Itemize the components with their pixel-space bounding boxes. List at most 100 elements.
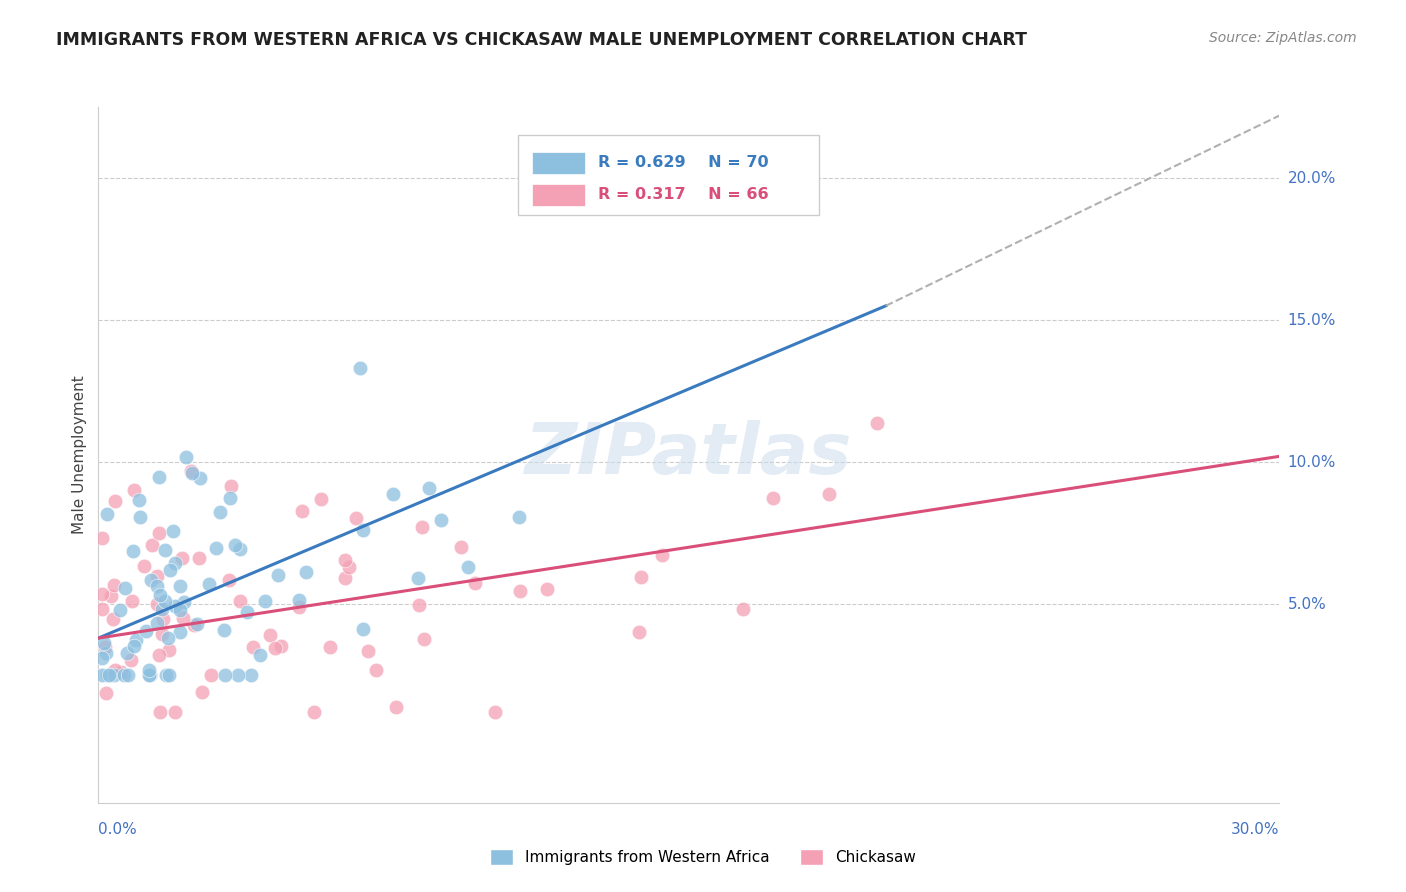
Point: [162, 524, 184, 538]
Point: [157, 642, 180, 657]
Point: [270, 640, 292, 654]
Point: [141, 538, 163, 552]
Point: [408, 599, 430, 613]
Point: [157, 668, 180, 682]
Point: [357, 644, 380, 658]
Point: [198, 577, 221, 591]
Point: [484, 705, 506, 719]
Point: [259, 628, 281, 642]
Point: [333, 571, 356, 585]
Point: [181, 466, 204, 480]
Point: [146, 615, 169, 630]
Point: [509, 583, 531, 598]
Point: [430, 512, 453, 526]
Point: [630, 570, 652, 584]
Point: [149, 705, 172, 719]
Point: [214, 668, 236, 682]
Point: [150, 627, 173, 641]
Point: [229, 542, 252, 557]
Point: [364, 663, 387, 677]
Point: [651, 549, 673, 563]
Point: [129, 509, 152, 524]
Point: [169, 603, 191, 617]
Point: [866, 416, 889, 430]
Point: [188, 471, 211, 485]
Point: [138, 663, 160, 677]
Point: [91, 587, 114, 601]
FancyBboxPatch shape: [517, 135, 818, 215]
Point: [406, 571, 429, 585]
Point: [349, 361, 371, 376]
Point: [170, 550, 193, 565]
Point: [104, 663, 127, 677]
Point: [228, 668, 250, 682]
Text: 15.0%: 15.0%: [1288, 312, 1336, 327]
Point: [508, 509, 530, 524]
Text: 20.0%: 20.0%: [1288, 170, 1336, 186]
Point: [121, 593, 143, 607]
Point: [411, 520, 433, 534]
Text: 0.0%: 0.0%: [98, 822, 138, 837]
Point: [209, 505, 232, 519]
Text: Source: ZipAtlas.com: Source: ZipAtlas.com: [1209, 31, 1357, 45]
Point: [337, 560, 360, 574]
Point: [110, 665, 132, 680]
Point: [96, 508, 118, 522]
Point: [146, 568, 169, 582]
Text: ZIPatlas: ZIPatlas: [526, 420, 852, 490]
Point: [418, 481, 440, 495]
Point: [139, 668, 162, 682]
Point: [134, 558, 156, 573]
Point: [114, 581, 136, 595]
Text: 30.0%: 30.0%: [1232, 822, 1279, 837]
Point: [536, 582, 558, 596]
Point: [93, 635, 115, 649]
Point: [163, 556, 186, 570]
Point: [150, 602, 173, 616]
Point: [190, 685, 212, 699]
Point: [165, 705, 187, 719]
Point: [146, 597, 169, 611]
Point: [169, 579, 191, 593]
Bar: [531, 184, 585, 206]
Point: [384, 700, 406, 714]
Point: [91, 531, 114, 545]
Point: [94, 647, 117, 661]
Point: [117, 647, 139, 661]
Point: [94, 640, 117, 655]
Point: [218, 573, 240, 587]
Point: [110, 603, 132, 617]
Point: [254, 593, 277, 607]
Point: [148, 525, 170, 540]
Point: [149, 588, 172, 602]
Point: [153, 594, 176, 608]
Point: [352, 523, 374, 537]
Point: [169, 625, 191, 640]
Point: [229, 594, 252, 608]
Point: [122, 640, 145, 654]
Point: [155, 668, 177, 682]
Point: [219, 479, 242, 493]
Point: [628, 625, 651, 640]
Point: [141, 573, 163, 587]
Point: [156, 632, 179, 646]
Point: [152, 612, 174, 626]
Point: [173, 595, 195, 609]
Point: [344, 510, 367, 524]
Point: [212, 623, 235, 637]
Point: [98, 668, 121, 682]
Point: [96, 668, 118, 682]
Point: [165, 599, 187, 613]
Point: [112, 668, 135, 682]
Point: [91, 668, 114, 682]
Point: [240, 668, 263, 682]
Point: [153, 543, 176, 558]
Point: [159, 563, 181, 577]
Point: [91, 602, 114, 616]
Point: [263, 641, 285, 656]
Point: [450, 541, 472, 555]
Bar: [531, 152, 585, 174]
Point: [128, 493, 150, 508]
Point: [183, 618, 205, 632]
Point: [91, 651, 114, 665]
